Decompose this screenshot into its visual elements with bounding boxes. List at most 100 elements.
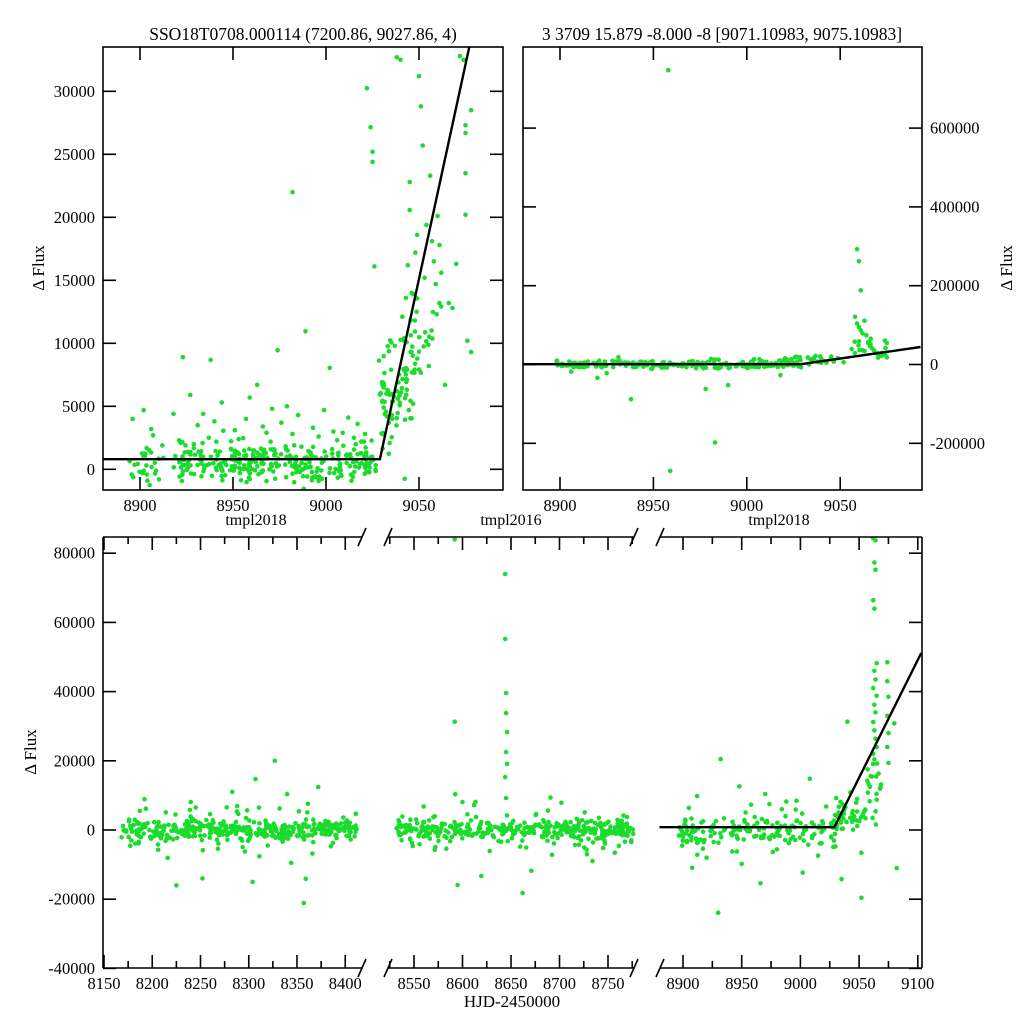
scatter-point <box>734 849 740 854</box>
scatter-point <box>520 838 525 843</box>
scatter-point <box>541 819 547 825</box>
scatter-point <box>402 476 408 482</box>
scatter-point <box>223 823 229 828</box>
scatter-point <box>836 804 842 809</box>
scatter-point <box>156 477 162 482</box>
scatter-point <box>621 813 626 818</box>
scatter-point <box>748 802 754 807</box>
scatter-point <box>234 803 240 809</box>
scatter-point <box>348 837 354 842</box>
scatter-point <box>874 797 879 802</box>
scatter-point <box>786 840 792 846</box>
scatter-point <box>429 328 434 333</box>
scatter-point <box>155 842 161 847</box>
scatter-point <box>200 847 206 853</box>
top-left-y-axis-label: Δ Flux <box>29 245 48 291</box>
scatter-point <box>271 821 277 826</box>
scatter-point <box>624 832 630 837</box>
y-tick-label: 20000 <box>54 751 95 770</box>
scatter-point <box>184 467 190 473</box>
scatter-point <box>309 453 315 459</box>
scatter-point <box>419 825 425 830</box>
scatter-point <box>177 459 182 465</box>
scatter-point <box>854 321 860 326</box>
scatter-point <box>305 810 310 815</box>
scatter-point <box>517 844 523 849</box>
scatter-point <box>243 815 249 821</box>
scatter-point <box>521 831 526 836</box>
scatter-point <box>856 259 862 264</box>
y-tick-label: 200000 <box>930 276 980 295</box>
scatter-point <box>431 259 437 264</box>
scatter-point <box>546 819 551 825</box>
scatter-point <box>452 537 458 542</box>
scatter-point <box>163 810 169 815</box>
scatter-point <box>143 451 148 456</box>
scatter-point <box>129 838 134 843</box>
scatter-point <box>537 823 542 829</box>
scatter-point <box>438 304 444 309</box>
scatter-point <box>782 837 788 843</box>
scatter-point <box>207 811 213 817</box>
scatter-point <box>236 436 241 442</box>
scatter-point <box>395 410 400 416</box>
scatter-point <box>139 451 145 456</box>
scatter-point <box>437 242 442 248</box>
scatter-point <box>361 439 367 444</box>
y-tick-label: 0 <box>87 460 95 479</box>
scatter-point <box>745 822 750 827</box>
x-tick-label: 9100 <box>901 974 934 993</box>
scatter-point <box>430 824 435 829</box>
scatter-point <box>703 386 708 392</box>
scatter-point <box>350 459 356 465</box>
scatter-point <box>341 443 346 449</box>
scatter-point <box>291 443 297 448</box>
scatter-point <box>328 844 334 849</box>
scatter-point <box>449 834 455 840</box>
scatter-point <box>872 728 877 733</box>
scatter-point <box>531 827 536 833</box>
scatter-point <box>144 463 149 468</box>
scatter-point <box>461 57 466 63</box>
scatter-point <box>240 435 246 441</box>
scatter-point <box>840 801 845 807</box>
scatter-point <box>524 824 530 830</box>
scatter-point <box>715 910 721 915</box>
scatter-point <box>739 861 744 867</box>
scatter-point <box>463 123 468 128</box>
scatter-point <box>867 784 873 790</box>
scatter-point <box>583 829 588 835</box>
scatter-point <box>347 820 353 826</box>
scatter-point <box>268 439 273 445</box>
scatter-point <box>582 810 587 815</box>
scatter-point <box>344 833 349 839</box>
y-tick-label: 40000 <box>54 682 95 701</box>
scatter-point <box>442 382 448 388</box>
scatter-point <box>404 387 410 393</box>
scatter-point <box>155 847 161 853</box>
scatter-point <box>404 367 410 372</box>
scatter-point <box>885 678 890 684</box>
scatter-point <box>319 831 325 837</box>
fit-line <box>659 652 922 829</box>
scatter-point <box>410 826 416 831</box>
scatter-point <box>330 451 335 456</box>
scatter-point <box>282 831 288 837</box>
scatter-point <box>719 835 724 840</box>
scatter-point <box>408 333 414 338</box>
scatter-point <box>688 838 694 843</box>
y-tick-label: 15000 <box>54 271 95 290</box>
scatter-point <box>165 855 170 861</box>
scatter-point <box>286 828 292 834</box>
scatter-point <box>252 468 258 473</box>
scatter-point <box>742 817 747 823</box>
scatter-point <box>852 339 857 345</box>
scatter-point <box>784 799 789 804</box>
scatter-point <box>336 468 342 474</box>
scatter-point <box>197 828 203 833</box>
scatter-point <box>783 813 788 819</box>
scatter-point <box>148 426 154 432</box>
scatter-point <box>872 560 877 565</box>
panel-axes-top_right: 8900 8950 9000 9050 -200000 0 200000 400000 6000… <box>522 46 985 515</box>
